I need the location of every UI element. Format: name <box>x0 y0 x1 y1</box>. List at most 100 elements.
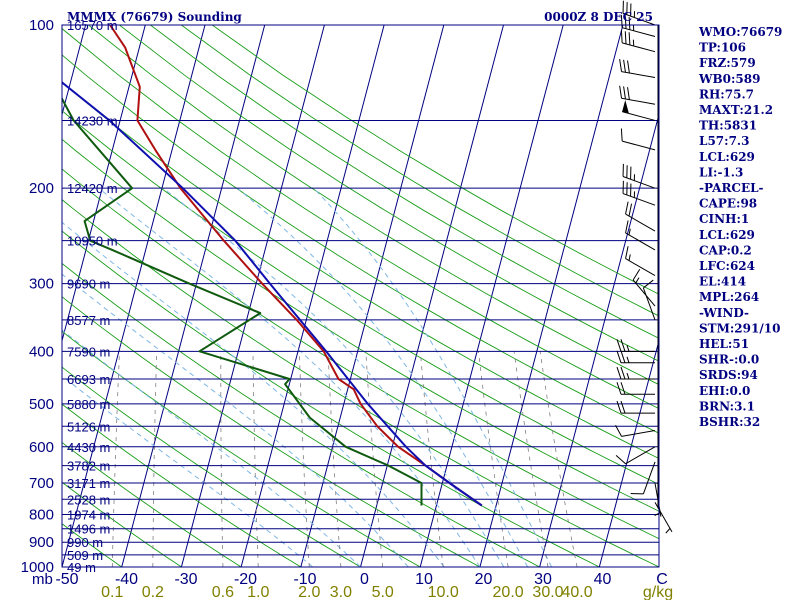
index-value: WB0:589 <box>698 72 760 86</box>
index-value: L57:7.3 <box>699 134 749 148</box>
height-label: 12420 m <box>67 181 118 196</box>
wind-barb <box>616 366 655 380</box>
wind-barb <box>625 201 656 232</box>
isotherm <box>479 25 624 567</box>
mixing-ratio-tick-label: 5.0 <box>372 584 394 600</box>
mixing-ratio-line <box>252 351 259 567</box>
parcel-line <box>62 81 483 507</box>
temperature-line <box>109 25 483 507</box>
pressure-tick-label: 700 <box>29 475 54 492</box>
dry-adiabat <box>62 110 659 486</box>
mixing-ratio-tick-label: 0.2 <box>142 584 164 600</box>
dry-adiabat <box>181 25 659 317</box>
dry-adiabat <box>62 199 659 567</box>
mixing-ratio-tick-label: 30.0 <box>532 584 563 600</box>
temperature-tick-label: 30 <box>534 571 552 588</box>
index-value: CAPE:98 <box>699 197 757 211</box>
index-value: SRDS:94 <box>699 368 758 382</box>
wind-barb <box>625 220 656 251</box>
index-value: MPL:264 <box>699 290 759 304</box>
dry-adiabat <box>62 523 123 567</box>
height-label: 6693 m <box>67 372 110 387</box>
dry-adiabat <box>62 441 242 567</box>
mixing-ratio-tick-label: 40.0 <box>561 584 592 600</box>
mixing-ratio-line <box>513 351 549 567</box>
index-value: HEL:51 <box>699 337 749 351</box>
temperature-tick-label: -10 <box>293 571 316 588</box>
height-label: 1496 m <box>67 522 110 537</box>
isotherm <box>0 25 26 578</box>
index-value: TH:5831 <box>699 119 757 133</box>
dry-adiabat <box>62 138 659 512</box>
isotherm <box>62 25 206 567</box>
moist-adiabat <box>62 329 361 567</box>
temperature-tick-label: -50 <box>55 571 78 588</box>
mixing-ratio-line <box>419 351 444 567</box>
dry-adiabat <box>62 81 659 460</box>
dry-adiabat <box>62 403 302 567</box>
isotherm <box>598 338 659 567</box>
chart-time: 0000Z 8 DEC 25 <box>544 10 653 24</box>
mixing-ratio-line <box>299 351 310 567</box>
wind-barb <box>619 59 656 79</box>
index-value: RH:75.7 <box>699 87 754 101</box>
isotherm <box>180 25 325 567</box>
height-label: 5880 m <box>67 397 110 412</box>
pressure-tick-label: 300 <box>29 276 54 293</box>
dry-adiabat <box>62 28 659 410</box>
pressure-unit-label: mb <box>32 571 53 588</box>
height-label: 990 m <box>67 535 103 550</box>
temperature-tick-label: -40 <box>115 571 138 588</box>
mixing-ratio-line <box>152 351 158 567</box>
temperature-tick-label: -30 <box>174 571 197 588</box>
dewpoint-line <box>62 96 423 506</box>
wind-barb <box>619 85 656 105</box>
mixing-ratio-tick-label: 1.0 <box>247 584 269 600</box>
index-value: WMO:76679 <box>698 25 782 39</box>
temperature-tick-label: 0 <box>360 571 369 588</box>
mixing-ratio-tick-label: 10.0 <box>428 584 459 600</box>
wind-barb <box>630 461 656 495</box>
plot-frame <box>61 24 660 568</box>
height-label: 14230 m <box>67 113 118 128</box>
mixing-ratio-tick-label: 2.0 <box>298 584 320 600</box>
height-label: 3782 m <box>67 459 110 474</box>
moist-adiabat <box>313 187 552 567</box>
pressure-tick-label: 800 <box>29 506 54 523</box>
index-value: CAP:0.2 <box>699 243 752 257</box>
dry-adiabat <box>150 25 659 339</box>
index-value: -WIND- <box>699 306 749 320</box>
wind-barb <box>654 502 673 534</box>
pressure-tick-label: 600 <box>29 439 54 456</box>
wind-barb <box>615 446 656 465</box>
dry-adiabat <box>88 25 659 386</box>
index-value: LI:-1.3 <box>699 165 743 179</box>
temperature-tick-label: C <box>656 571 668 588</box>
index-value: STM:291/10 <box>699 321 780 335</box>
mixing-ratio-tick-label: 0.1 <box>101 584 123 600</box>
index-value: FRZ:579 <box>699 56 756 70</box>
pressure-tick-label: 400 <box>29 343 54 360</box>
isotherm <box>539 112 659 567</box>
dry-adiabat <box>62 54 659 434</box>
dry-adiabat <box>62 168 659 540</box>
height-label: 7590 m <box>67 344 110 359</box>
height-label: 10950 m <box>67 234 118 249</box>
dry-adiabat <box>62 296 481 567</box>
pressure-tick-label: 500 <box>29 396 54 413</box>
height-label: 5126 m <box>67 419 110 434</box>
mixing-ratio-line <box>111 351 120 567</box>
isotherm <box>419 25 564 567</box>
wind-barb <box>622 100 656 121</box>
height-label: 2528 m <box>67 492 110 507</box>
pressure-tick-label: 900 <box>29 534 54 551</box>
index-value: MAXT:21.2 <box>699 103 773 117</box>
dry-adiabat <box>62 262 541 567</box>
wind-barb <box>620 15 656 37</box>
index-value: TP:106 <box>699 41 746 55</box>
wind-barb <box>616 400 655 414</box>
index-value: CINH:1 <box>699 212 749 226</box>
wind-barb <box>622 163 656 189</box>
index-value: -PARCEL- <box>699 181 764 195</box>
isotherm <box>359 25 504 567</box>
